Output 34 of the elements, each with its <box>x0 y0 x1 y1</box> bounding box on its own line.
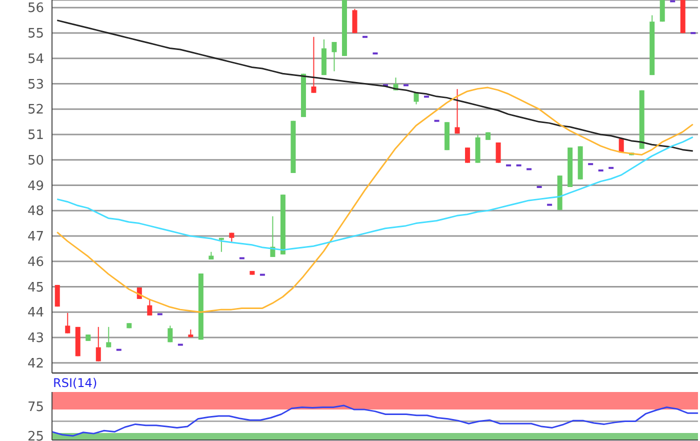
candlestick <box>311 36 316 94</box>
candlestick <box>454 88 460 134</box>
candlestick <box>218 237 224 252</box>
candlestick <box>465 147 470 164</box>
y-tick-label: 75 <box>27 400 44 416</box>
candlestick <box>332 41 337 72</box>
y-tick-label: 49 <box>27 178 44 194</box>
y-tick-label: 46 <box>27 254 44 270</box>
candlestick <box>96 326 101 362</box>
y-tick-label: 48 <box>27 204 44 220</box>
line-series <box>51 404 699 437</box>
y-tick-label: 47 <box>27 230 44 245</box>
candlestick <box>352 8 358 34</box>
y-tick-label: 51 <box>27 128 44 144</box>
y-tick-label: 56 <box>27 1 44 16</box>
line-series <box>56 20 694 152</box>
candlestick <box>660 0 665 22</box>
y-tick-label: 52 <box>27 102 44 118</box>
candlestick <box>65 312 70 334</box>
chart-title: RSI(14) <box>52 376 98 390</box>
y-tick-label: 54 <box>27 52 44 67</box>
y-tick-label: 43 <box>27 331 44 346</box>
candlestick <box>496 142 501 164</box>
candlestick <box>106 326 112 348</box>
y-tick-label: 25 <box>27 430 44 441</box>
candlestick <box>147 298 152 316</box>
y-tick-label: 55 <box>27 26 44 42</box>
y-tick-label: 45 <box>27 280 44 296</box>
line-series <box>56 86 694 313</box>
candlestick <box>168 325 173 343</box>
y-tick-label: 53 <box>27 77 44 92</box>
y-tick-label: 44 <box>27 306 44 321</box>
y-tick-label: 42 <box>27 356 44 372</box>
y-tick-label: 50 <box>27 153 44 168</box>
